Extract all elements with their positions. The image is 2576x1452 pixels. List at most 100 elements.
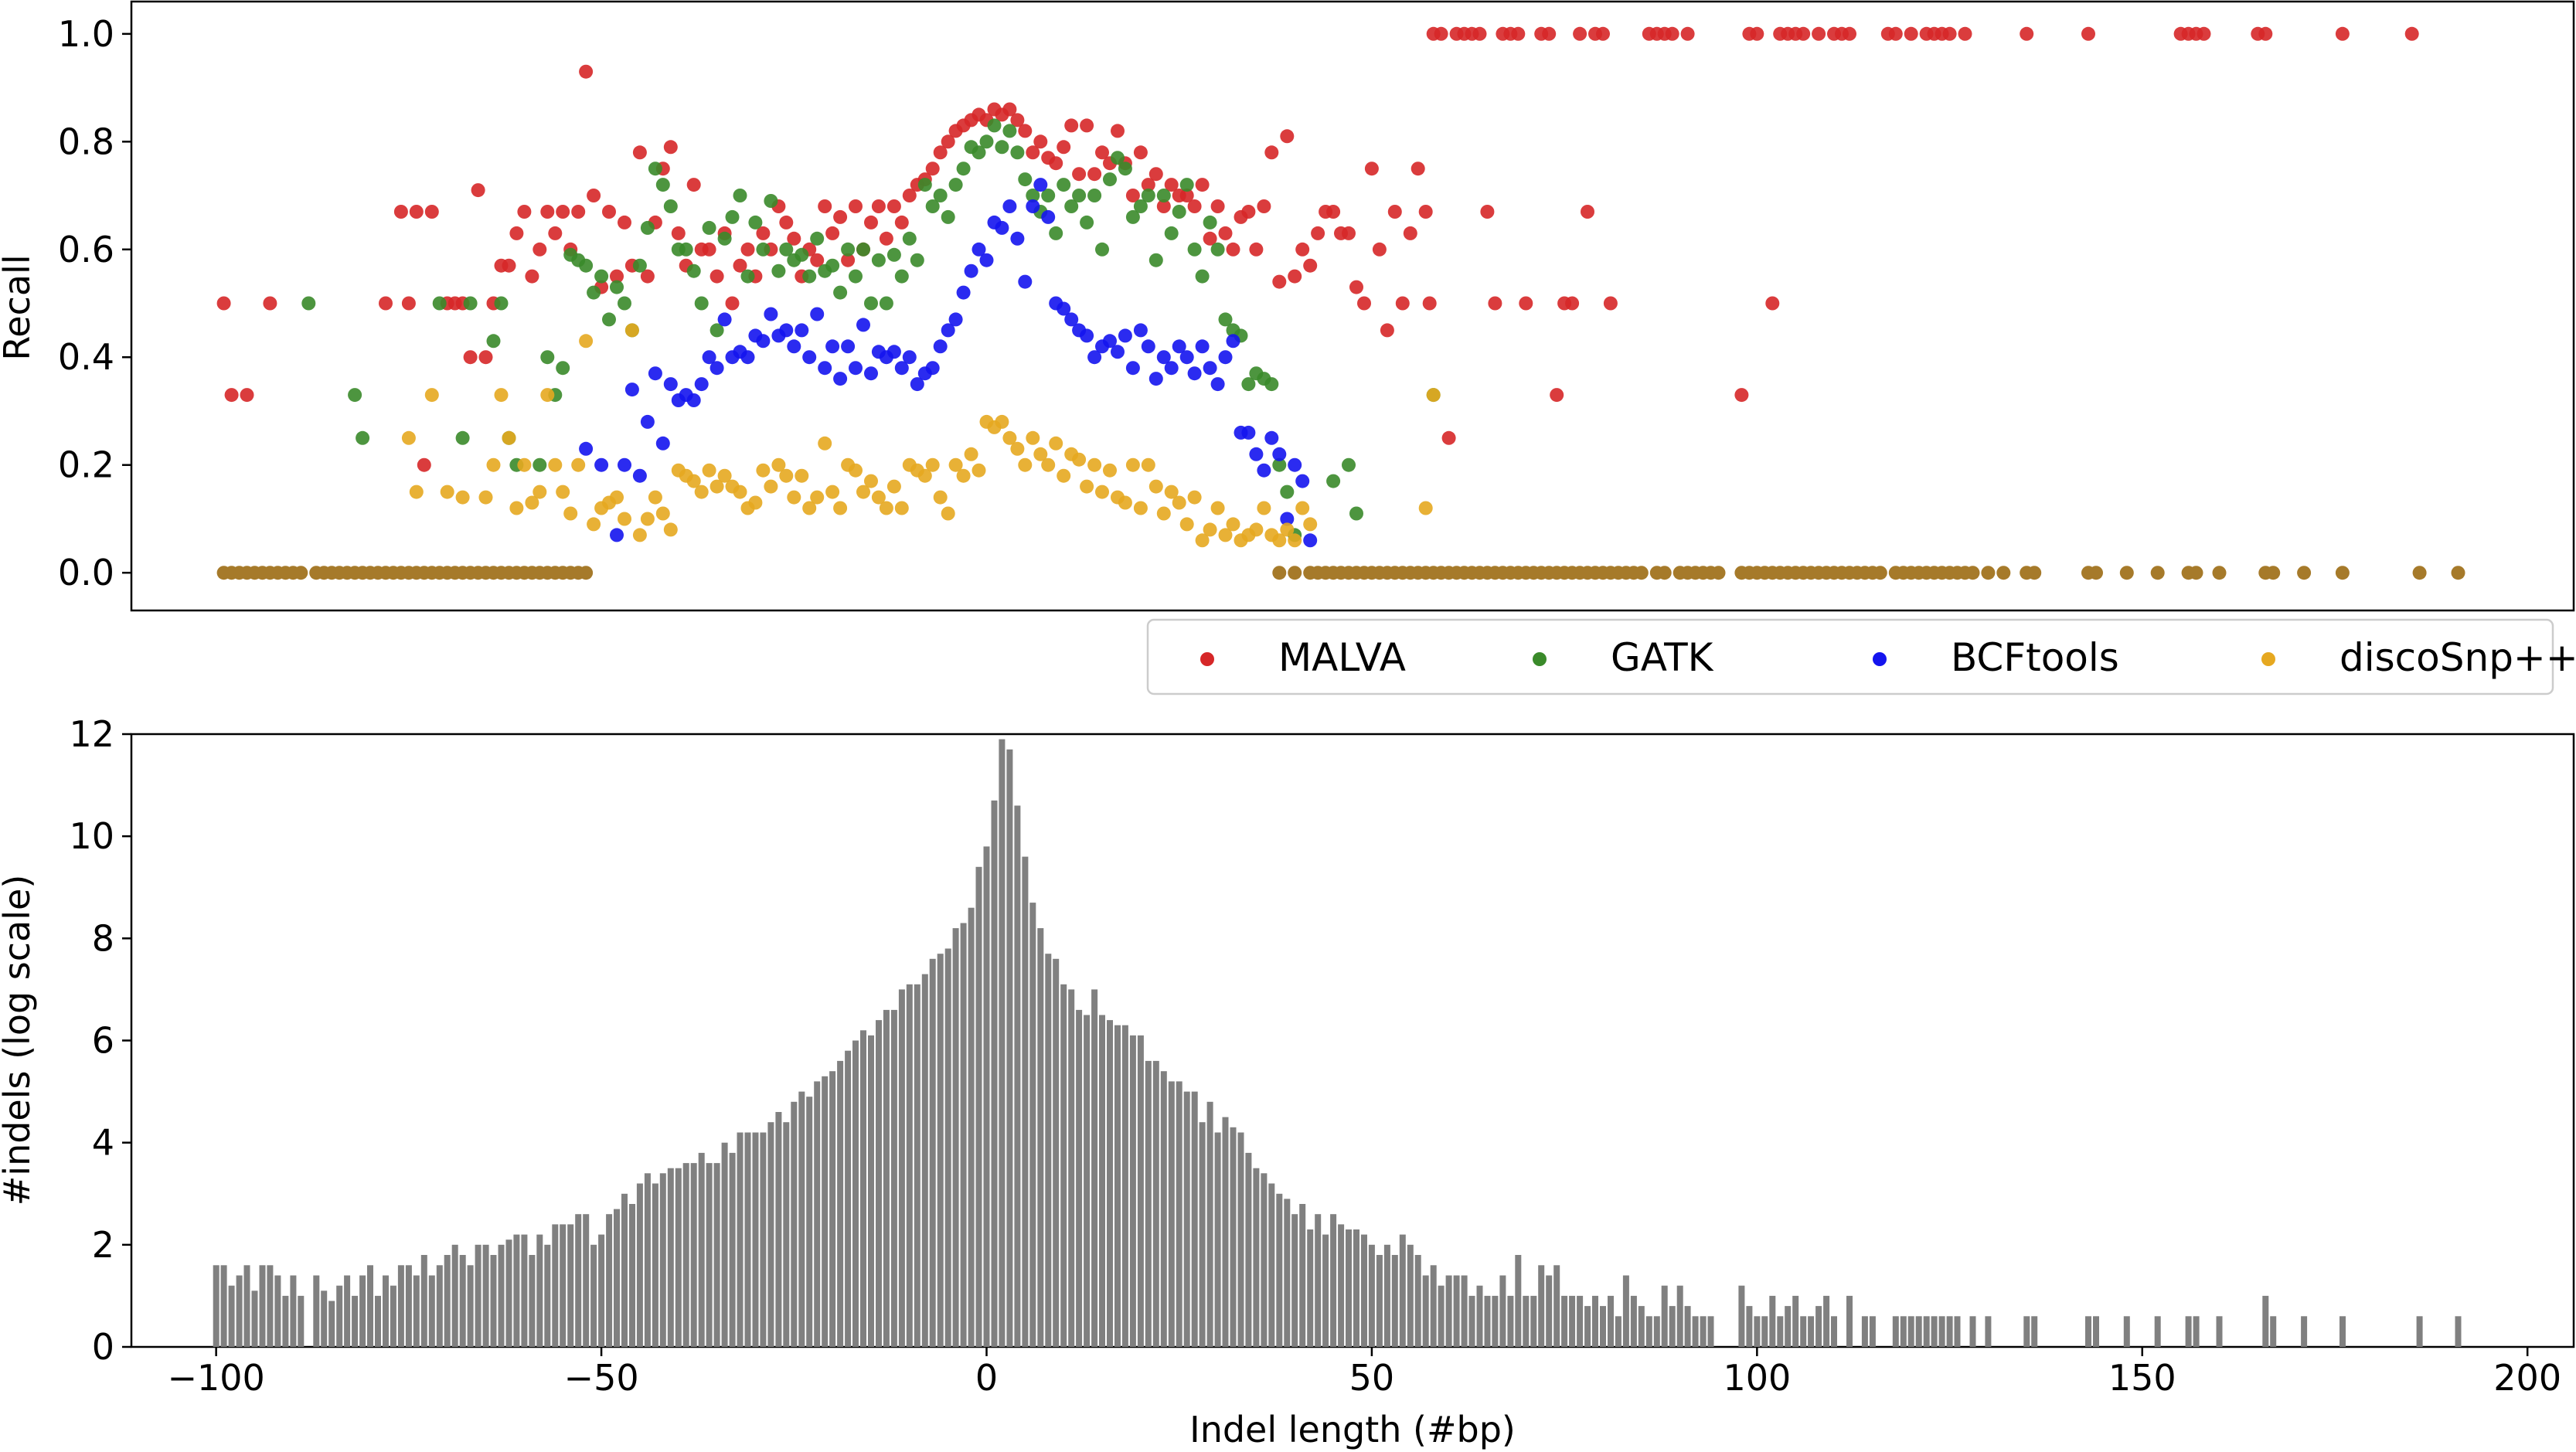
point-malva (417, 457, 431, 472)
point-discosnp (787, 490, 801, 505)
point-malva (1164, 178, 1179, 192)
point-gatk (1095, 242, 1109, 257)
point-malva (1422, 296, 1437, 311)
point-gatk (556, 361, 570, 376)
point-gatk (779, 242, 794, 257)
histogram-bar (1700, 1316, 1707, 1347)
point-gatk (925, 199, 940, 213)
histogram-bar (1785, 1306, 1792, 1347)
point-discosnp (556, 485, 570, 499)
point-bcftools (1010, 231, 1025, 246)
point-gatk (810, 231, 825, 246)
histogram-bar (375, 1295, 381, 1347)
point-gatk (640, 220, 655, 235)
histogram-x-tick-label: 50 (1349, 1357, 1395, 1399)
point-malva (263, 296, 277, 311)
point-bcftools (825, 339, 840, 354)
point-malva (1249, 242, 1264, 257)
point-bcftools (979, 253, 994, 267)
histogram-bar (2339, 1316, 2346, 1347)
histogram-bar (560, 1224, 567, 1347)
point-discosnp (533, 485, 547, 499)
point-malva (864, 215, 878, 230)
point-bcftools (1187, 366, 1202, 381)
point-malva (787, 231, 801, 246)
point-gatk (1118, 162, 1132, 176)
point-malva (925, 162, 940, 176)
point-malva (725, 296, 740, 311)
point-malva (1680, 26, 1695, 41)
point-bcftools (902, 350, 917, 365)
point-bcftools (663, 377, 678, 392)
histogram-bar (1645, 1316, 1652, 1347)
point-discosnp (856, 485, 870, 499)
histogram-y-axis-label: #indels (log scale) (0, 875, 38, 1206)
histogram-bar (1761, 1316, 1768, 1347)
point-discosnp (509, 501, 524, 515)
point-malva (1049, 156, 1063, 171)
point-bcftools (1264, 430, 1279, 445)
histogram-bar (822, 1076, 829, 1347)
histogram-bar (914, 984, 920, 1347)
histogram-bar (860, 1030, 866, 1347)
point-bcftools (756, 334, 771, 349)
point-malva (1280, 129, 1295, 144)
histogram-bar (1029, 903, 1036, 1347)
point-discosnp (779, 468, 794, 483)
point-bcftools (1041, 209, 1056, 224)
histogram-bar (590, 1244, 597, 1347)
point-malva (1958, 26, 1972, 41)
point-gatk (533, 457, 547, 472)
point-malva (1195, 178, 1210, 192)
histogram-bar (1037, 928, 1044, 1347)
point-gatk (663, 199, 678, 213)
point-gatk (849, 269, 863, 284)
point-discosnp (424, 388, 439, 403)
histogram-x-axis-label: Indel length (#bp) (1189, 1409, 1516, 1450)
point-bcftools (841, 339, 856, 354)
point-malva (833, 209, 848, 224)
point-gatk (1018, 172, 1033, 187)
point-zero-recall (1996, 566, 2011, 580)
histogram-bar (744, 1132, 751, 1347)
point-gatk (856, 242, 870, 257)
point-malva (409, 205, 424, 219)
histogram-bar (1754, 1316, 1761, 1347)
point-discosnp (1049, 436, 1063, 451)
point-malva (1581, 205, 1594, 219)
point-bcftools (1156, 350, 1171, 365)
histogram-bar (2216, 1316, 2223, 1347)
point-discosnp (686, 474, 701, 488)
histogram-bar (2455, 1316, 2462, 1347)
point-discosnp (587, 517, 601, 532)
histogram-bar (521, 1234, 528, 1347)
recall-y-tick-label: 0.6 (58, 229, 114, 270)
histogram-bar (1022, 856, 1029, 1347)
point-malva (1133, 145, 1148, 160)
histogram-bar (213, 1265, 219, 1347)
recall-points (216, 26, 2465, 580)
histogram-bar (929, 958, 936, 1347)
point-zero-recall (1288, 566, 1302, 580)
histogram-bar (459, 1255, 466, 1347)
histogram-bar (1099, 1015, 1105, 1347)
histogram-bar (2023, 1316, 2030, 1347)
point-gatk (979, 134, 994, 149)
point-gatk (1203, 215, 1217, 230)
point-malva (533, 242, 547, 257)
histogram-bar (482, 1244, 489, 1347)
histogram-bar (1430, 1265, 1437, 1347)
legend-marker-discosnp (2261, 652, 2275, 666)
point-malva (1087, 167, 1102, 182)
point-malva (1357, 296, 1371, 311)
histogram-bar (575, 1214, 582, 1347)
point-bcftools (948, 312, 963, 327)
histogram-bar (767, 1122, 774, 1347)
point-malva (933, 145, 948, 160)
histogram-bar (359, 1275, 366, 1347)
histogram-bar (1084, 1015, 1091, 1347)
point-discosnp (710, 479, 724, 494)
histogram-bar (1507, 1295, 1514, 1347)
point-gatk (948, 178, 963, 192)
point-malva (1511, 26, 1526, 41)
